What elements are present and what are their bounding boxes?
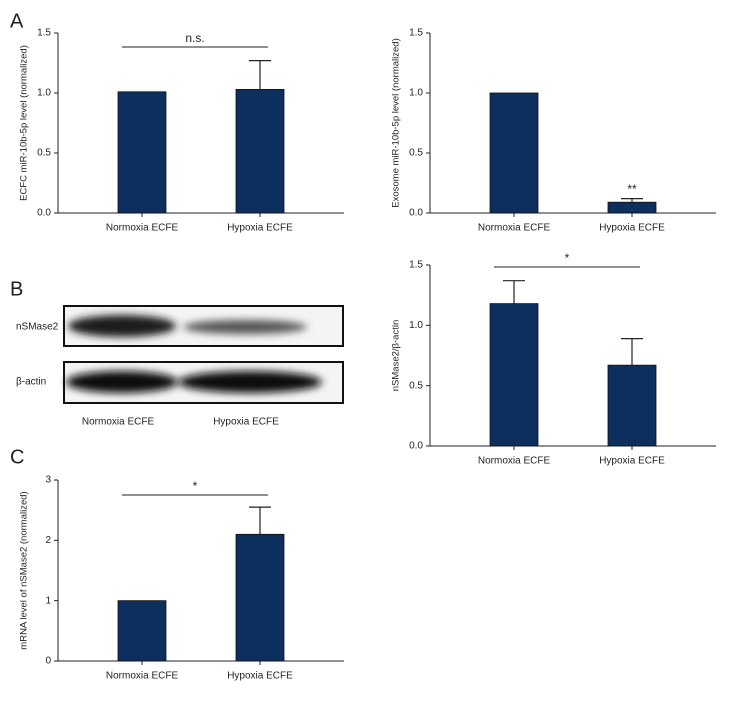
- y-tick-label: 0.5: [409, 148, 423, 159]
- blot-band: [183, 320, 307, 334]
- y-tick-label: 0.0: [37, 208, 51, 219]
- blot-band: [68, 315, 176, 337]
- error-bar: [621, 338, 643, 366]
- y-tick-label: 0.0: [409, 441, 423, 452]
- y-tick-label: 1: [45, 595, 51, 606]
- significance-label: *: [565, 251, 570, 265]
- bar: [489, 92, 539, 214]
- bar: [117, 600, 167, 662]
- x-tick-label: Hypoxia ECFE: [599, 223, 665, 234]
- y-tick-label: 1.0: [409, 320, 423, 331]
- bar: [235, 533, 285, 662]
- blot-row-label: β-actin: [16, 377, 46, 388]
- bar: [607, 201, 657, 214]
- error-bar: [249, 59, 271, 90]
- blot-lane-label: Hypoxia ECFE: [213, 417, 279, 428]
- y-tick-label: 0.5: [37, 148, 51, 159]
- significance-label: **: [627, 182, 637, 196]
- y-axis-label: ECFC miR-10b-5p level (normalized): [19, 45, 30, 201]
- bar: [489, 303, 539, 447]
- x-tick-label: Hypoxia ECFE: [599, 456, 665, 467]
- panel-label: C: [10, 446, 24, 468]
- error-bar: [621, 198, 643, 203]
- y-tick-label: 0.5: [409, 380, 423, 391]
- blot-row-label: nSMase2: [16, 322, 59, 333]
- bar: [607, 364, 657, 447]
- x-tick-label: Normoxia ECFE: [478, 223, 551, 234]
- y-tick-label: 1.0: [409, 88, 423, 99]
- x-tick-label: Normoxia ECFE: [106, 671, 179, 682]
- blot-band: [66, 371, 178, 393]
- significance-label: *: [193, 479, 198, 493]
- blot-band: [178, 371, 322, 393]
- y-tick-label: 3: [45, 475, 51, 486]
- error-bar: [503, 280, 525, 304]
- x-tick-label: Hypoxia ECFE: [227, 671, 293, 682]
- x-tick-label: Normoxia ECFE: [106, 223, 179, 234]
- panel-label: B: [10, 278, 23, 300]
- western-blot: nSMase2 β-actin Normoxia ECFE Hypoxia EC…: [16, 305, 344, 428]
- y-tick-label: 0: [45, 656, 51, 667]
- significance-label: n.s.: [185, 31, 204, 45]
- x-tick-label: Hypoxia ECFE: [227, 223, 293, 234]
- y-axis-label: nSMase2/β-actin: [391, 320, 402, 391]
- x-tick-label: Normoxia ECFE: [478, 456, 551, 467]
- y-tick-label: 1.5: [409, 28, 423, 39]
- y-tick-label: 1.5: [37, 28, 51, 39]
- bar: [117, 91, 167, 214]
- y-axis-label: Exosome miR-10b-5p level (normalized): [391, 38, 402, 207]
- error-bar: [249, 506, 271, 535]
- y-tick-label: 2: [45, 535, 51, 546]
- bar: [235, 89, 285, 214]
- y-tick-label: 1.0: [37, 88, 51, 99]
- blot-lane-label: Normoxia ECFE: [82, 417, 155, 428]
- panel-label: A: [10, 10, 24, 32]
- y-axis-label: mRNA level of nSMase2 (normalized): [19, 491, 30, 649]
- y-tick-label: 0.0: [409, 208, 423, 219]
- y-tick-label: 1.5: [409, 260, 423, 271]
